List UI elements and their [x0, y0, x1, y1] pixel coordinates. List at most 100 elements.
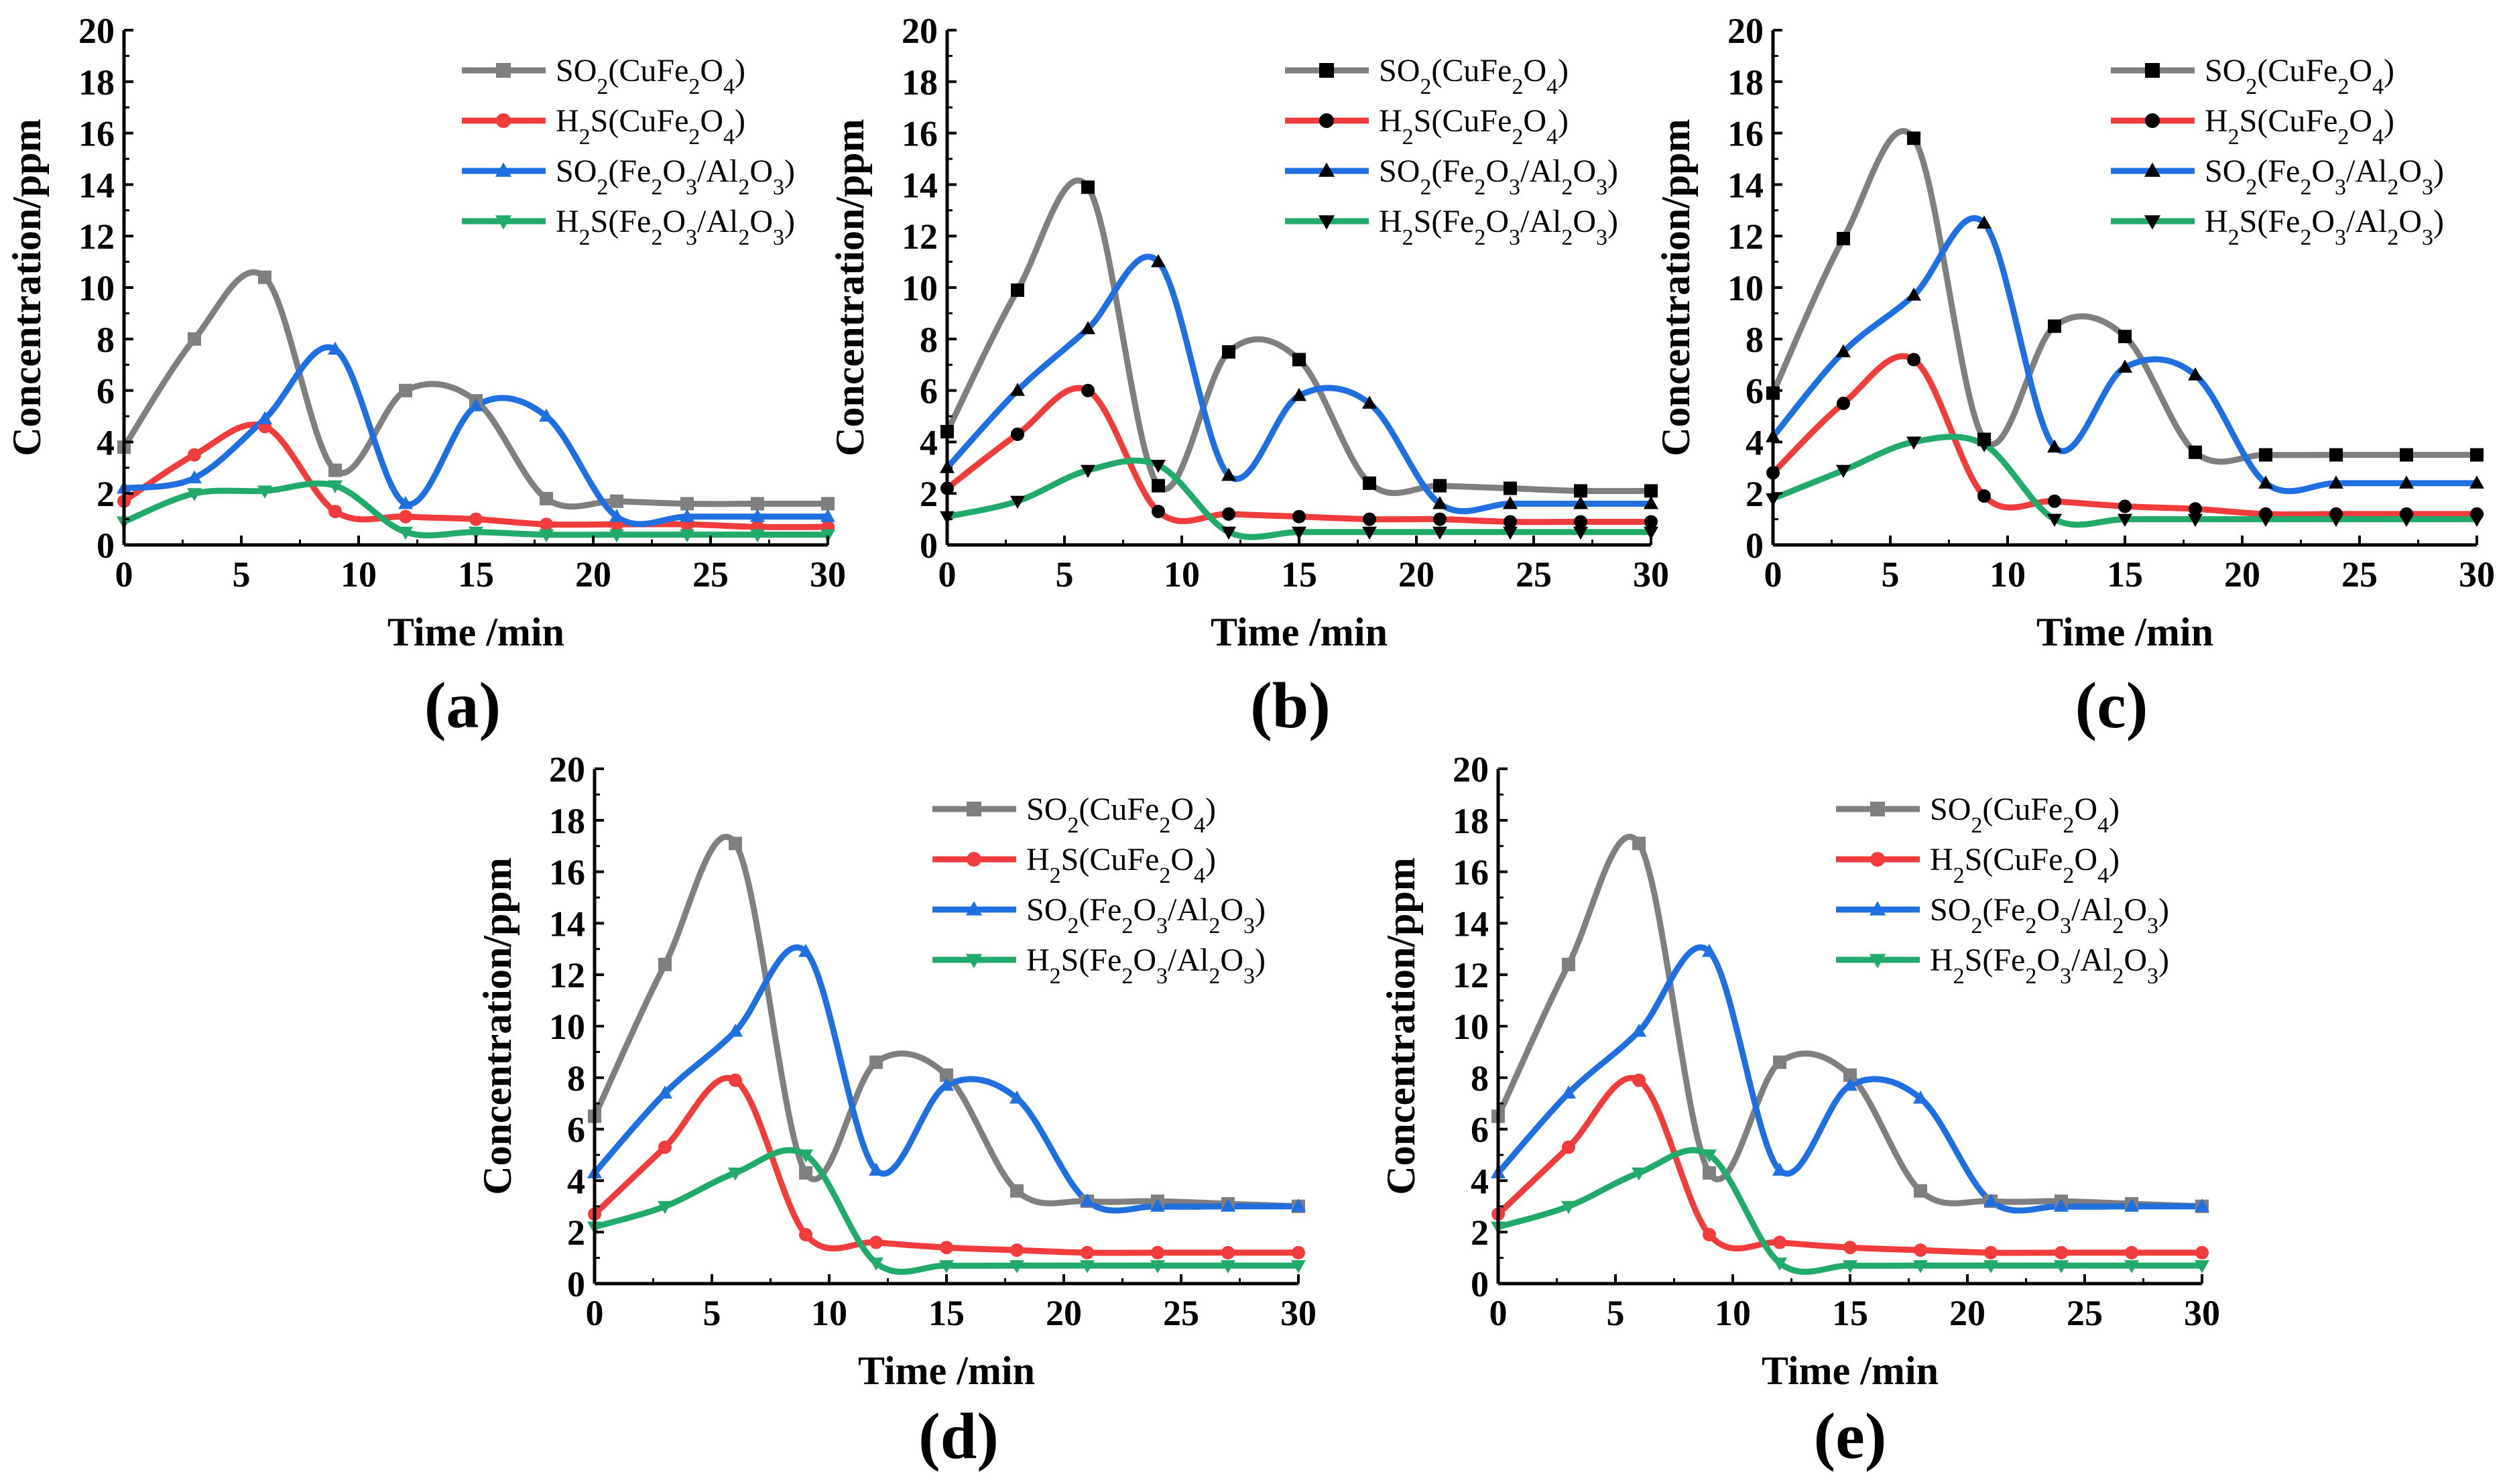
data-point-s1-5	[2118, 499, 2132, 513]
data-point-s0-4	[1773, 1055, 1786, 1069]
data-point-s2-3	[1151, 254, 1166, 267]
y-tick-label: 0	[1471, 1264, 1489, 1304]
legend-marker-1	[2145, 113, 2160, 128]
legend-marker-1	[496, 113, 511, 128]
data-point-s3-10	[1644, 526, 1658, 540]
y-tick-label: 6	[1471, 1110, 1489, 1150]
data-point-s0-4	[2048, 319, 2061, 333]
data-point-s3-10	[1291, 1260, 1306, 1274]
data-point-s1-2	[1632, 1073, 1646, 1087]
data-point-s0-4	[399, 383, 412, 397]
legend: SO2(CuFe2O4)H2S(CuFe2O4)SO2(Fe2O3/Al2O3)…	[932, 792, 1266, 989]
data-point-s1-1	[1562, 1140, 1575, 1154]
legend-label-2: SO2(Fe2O3/Al2O3)	[556, 153, 795, 200]
panel-label: (d)	[918, 1400, 999, 1473]
data-point-s3-9	[2399, 513, 2414, 528]
y-tick-label: 18	[78, 62, 115, 103]
data-point-s1-5	[1843, 1241, 1857, 1255]
data-point-s1-4	[2048, 494, 2061, 508]
data-point-s3-3	[328, 480, 343, 494]
data-point-s0-1	[658, 957, 672, 971]
data-point-s1-9	[1574, 515, 1587, 529]
data-point-s2-10	[1291, 1198, 1306, 1212]
x-tick-label: 5	[233, 554, 251, 595]
data-point-s2-4	[398, 496, 413, 509]
y-tick-label: 0	[920, 525, 938, 566]
legend-marker-0	[2145, 63, 2160, 78]
data-point-s0-7	[610, 494, 623, 508]
data-point-s1-6	[1363, 512, 1376, 526]
x-tick-label: 20	[575, 554, 611, 595]
x-tick-label: 5	[1882, 554, 1900, 595]
legend: SO2(CuFe2O4)H2S(CuFe2O4)SO2(Fe2O3/Al2O3)…	[1836, 792, 2169, 989]
x-tick-label: 10	[1164, 554, 1200, 595]
x-tick-label: 15	[1832, 1293, 1868, 1333]
legend-label-3: H2S(Fe2O3/Al2O3)	[1379, 204, 1618, 250]
data-point-s0-8	[680, 497, 694, 511]
y-tick-label: 12	[1727, 217, 1764, 257]
legend-marker-0	[967, 802, 981, 816]
series-line-2	[944, 253, 1654, 515]
data-point-s2-7	[1080, 1193, 1095, 1207]
x-tick-label: 20	[2224, 554, 2260, 595]
data-point-s1-6	[540, 517, 553, 532]
data-point-s0-6	[2189, 445, 2202, 459]
data-point-s2-3	[1702, 944, 1717, 957]
x-tick-label: 15	[1281, 554, 1317, 595]
legend: SO2(CuFe2O4)H2S(CuFe2O4)SO2(Fe2O3/Al2O3)…	[462, 53, 795, 250]
data-point-s2-8	[680, 509, 694, 522]
data-point-s1-6	[1914, 1243, 1927, 1257]
data-point-s3-5	[939, 1260, 954, 1274]
data-point-s1-5	[469, 512, 483, 526]
data-point-s3-6	[539, 529, 554, 543]
legend-marker-3	[965, 954, 983, 969]
y-tick-label: 8	[1746, 320, 1764, 360]
data-point-s2-5	[1292, 387, 1306, 401]
data-point-s3-8	[680, 529, 694, 543]
data-point-s2-6	[1913, 1091, 1928, 1104]
data-point-s0-8	[1504, 481, 1517, 495]
data-point-s3-4	[1772, 1257, 1787, 1271]
data-point-s3-6	[1913, 1260, 1928, 1274]
y-axis-title: Concentration/ppm	[5, 119, 49, 456]
data-point-s2-2	[728, 1024, 743, 1037]
data-point-s0-1	[1011, 283, 1024, 297]
data-point-s0-5	[1292, 353, 1306, 367]
data-point-s3-1	[187, 488, 202, 501]
data-point-s0-10	[821, 497, 835, 511]
data-point-s1-9	[1221, 1245, 1235, 1259]
data-point-s1-3	[1703, 1228, 1716, 1242]
legend-marker-3	[2144, 215, 2161, 230]
x-tick-label: 15	[928, 1293, 965, 1333]
legend-marker-0	[1870, 802, 1885, 816]
y-tick-label: 10	[1727, 268, 1764, 308]
data-point-s2-6	[1362, 395, 1377, 409]
y-axis-title: Concentration/ppm	[475, 857, 519, 1194]
data-point-s2-5	[1843, 1077, 1857, 1091]
y-tick-label: 18	[1453, 801, 1489, 841]
data-point-s3-8	[1150, 1260, 1165, 1274]
data-point-s2-9	[2124, 1198, 2139, 1212]
data-point-s2-1	[187, 470, 202, 484]
y-tick-label: 16	[78, 114, 115, 154]
data-point-s2-1	[1561, 1085, 1576, 1099]
data-point-s3-3	[1702, 1150, 1717, 1163]
data-point-s3-2	[728, 1167, 743, 1181]
data-point-s0-9	[1574, 484, 1587, 498]
legend-label-0: SO2(CuFe2O4)	[2205, 53, 2394, 99]
data-point-s0-10	[1644, 484, 1658, 498]
data-point-s1-1	[188, 448, 201, 462]
x-tick-label: 30	[1633, 554, 1669, 595]
data-point-s3-9	[1221, 1260, 1235, 1274]
data-point-s0-3	[328, 463, 342, 477]
x-tick-label: 10	[1990, 554, 2026, 595]
x-axis-title: Time /min	[387, 610, 564, 654]
data-point-s2-2	[1081, 320, 1095, 334]
legend-label-3: H2S(Fe2O3/Al2O3)	[2205, 204, 2444, 250]
legend-marker-1	[1319, 113, 1334, 128]
data-point-s3-7	[2258, 513, 2273, 528]
data-point-s1-9	[2125, 1245, 2138, 1259]
legend-label-3: H2S(Fe2O3/Al2O3)	[1930, 942, 2169, 989]
data-point-s0-2	[1632, 837, 1646, 851]
